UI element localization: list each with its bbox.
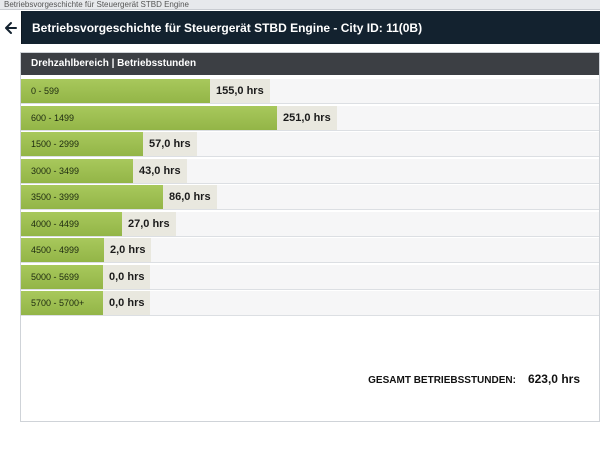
hours-value: 251,0 hrs [277,105,337,130]
rpm-range-row: 1500 - 2999 57,0 hrs [21,132,599,157]
rpm-range-bar: 5700 - 5700+ [21,291,103,315]
rpm-range-bar: 4000 - 4499 [21,211,122,236]
page-title: Betriebsvorgeschichte für Steuergerät ST… [32,20,423,35]
rpm-range-row: 5000 - 5699 0,0 hrs [21,264,599,290]
rpm-range-row: 0 - 599 155,0 hrs [21,79,599,104]
arrow-left-icon [4,21,17,34]
rpm-range-row: 5700 - 5700+ 0,0 hrs [21,291,599,316]
rpm-range-row: 600 - 1499 251,0 hrs [21,105,599,131]
total-value: 623,0 hrs [527,372,580,386]
rpm-range-bar: 3500 - 3999 [21,185,163,209]
window-titlebar: Betriebsvorgeschichte für Steuergerät ST… [0,0,600,10]
operating-history-panel: Drehzahlbereich | Betriebsstunden 0 - 59… [20,52,600,422]
rpm-range-row: 4000 - 4499 27,0 hrs [21,211,599,237]
rpm-range-bar: 5000 - 5699 [21,264,103,289]
hours-value: 43,0 hrs [133,158,187,183]
rpm-range-row: 3500 - 3999 86,0 hrs [21,185,599,210]
hours-value: 86,0 hrs [163,185,217,209]
total-operating-hours: GESAMT BETRIEBSSTUNDEN: 623,0 hrs [368,372,580,386]
hours-value: 0,0 hrs [103,291,151,315]
rpm-range-bar: 3000 - 3499 [21,158,133,183]
back-button[interactable] [0,11,22,44]
rpm-range-bar: 1500 - 2999 [21,132,143,156]
hours-value: 27,0 hrs [122,211,176,236]
panel-heading: Drehzahlbereich | Betriebsstunden [21,53,599,75]
total-label: GESAMT BETRIEBSSTUNDEN: [368,375,516,386]
hours-value: 155,0 hrs [210,79,270,103]
app-header: Betriebsvorgeschichte für Steuergerät ST… [0,11,600,44]
rpm-range-bar: 0 - 599 [21,79,210,103]
rpm-range-row: 3000 - 3499 43,0 hrs [21,158,599,184]
hours-value: 0,0 hrs [103,264,151,289]
window-title: Betriebsvorgeschichte für Steuergerät ST… [4,0,189,9]
rpm-range-row: 4500 - 4999 2,0 hrs [21,238,599,263]
rpm-range-bar: 4500 - 4999 [21,238,104,262]
rpm-range-bar: 600 - 1499 [21,105,277,130]
hours-value: 57,0 hrs [143,132,197,156]
hours-value: 2,0 hrs [104,238,152,262]
